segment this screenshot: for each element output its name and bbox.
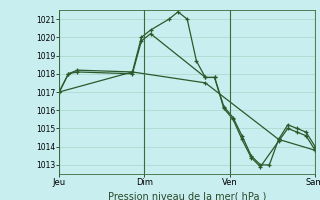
X-axis label: Pression niveau de la mer( hPa ): Pression niveau de la mer( hPa ) (108, 191, 266, 200)
